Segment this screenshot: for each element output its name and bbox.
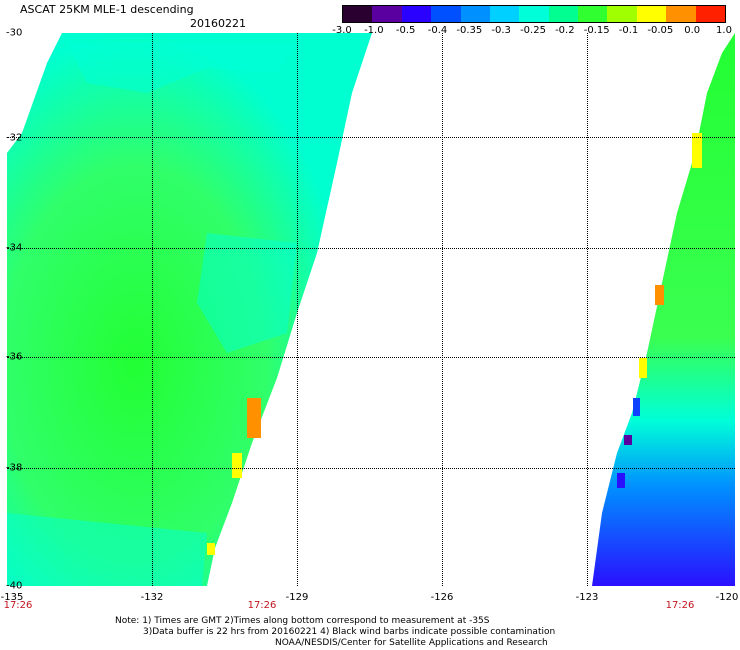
purple-cell [624, 435, 632, 445]
lat-label: -30 [6, 27, 23, 39]
color-scale-segment [343, 6, 373, 22]
lat-label: -34 [6, 242, 23, 254]
color-scale-segment [460, 6, 491, 22]
note-line-1: Note: 1) Times are GMT 2)Times along bot… [115, 616, 490, 626]
color-scale-segment [607, 6, 638, 22]
lon-label: -132 [140, 592, 164, 603]
yellow-cell [207, 543, 215, 555]
orange-cell [247, 398, 261, 438]
grid-line [7, 357, 735, 358]
lat-label: -40 [6, 580, 23, 592]
grid-line [152, 33, 153, 586]
color-scale-segment [666, 6, 697, 22]
grid-line [7, 468, 735, 469]
yellow-cell [639, 358, 647, 378]
color-scale-label: -0.5 [395, 25, 416, 36]
swath-layer [7, 33, 735, 586]
cyan-patch [67, 43, 297, 93]
color-scale-labels: -3.0 -1.0 -0.5 -0.4 -0.35 -0.3 -0.25 -0.2 -0.15-… [332, 0, 732, 40]
time-label: 17:26 [665, 600, 695, 611]
product-title: ASCAT 25KM MLE-1 descending [20, 3, 194, 16]
color-scale-segment [372, 6, 403, 22]
lat-label: -36 [6, 351, 23, 363]
time-label: 17:26 [3, 600, 33, 611]
lon-label: -135 [0, 592, 24, 603]
color-scale-segment [401, 6, 432, 22]
right-swath [592, 33, 735, 586]
cyan-patch [7, 513, 207, 586]
lon-label: -129 [285, 592, 309, 603]
color-scale-bar [342, 5, 726, 23]
color-scale-segment [431, 6, 462, 22]
color-scale-label: -0.2 [555, 25, 575, 36]
color-scale-segment [519, 6, 550, 22]
left-swath [7, 33, 372, 586]
grid-line [587, 33, 588, 586]
lat-label: -32 [6, 132, 23, 144]
cyan-patch [197, 233, 297, 353]
color-scale-label: -0.35 [456, 25, 483, 36]
map-panel [7, 33, 735, 586]
color-scale-segment [636, 6, 667, 22]
color-scale-label: -0.05 [647, 25, 674, 36]
grid-line [297, 33, 298, 586]
lon-label: -126 [430, 592, 454, 603]
yellow-cell [692, 133, 702, 168]
blue-cell [633, 398, 640, 416]
time-label: 17:26 [247, 600, 277, 611]
color-scale-label: 1.0 [716, 25, 732, 36]
color-scale-segment [489, 6, 520, 22]
color-scale-segment [578, 6, 608, 22]
orange-cell [655, 285, 664, 305]
darkblue-cell [617, 473, 625, 488]
lat-label: -38 [6, 462, 23, 474]
lon-label: -120 [715, 592, 739, 603]
yellow-cell [232, 453, 242, 478]
color-scale-label: -1.0 [364, 25, 384, 36]
color-scale-label: -0.1 [618, 25, 639, 36]
grid-line [7, 137, 735, 138]
product-date: 20160221 [190, 17, 246, 30]
note-line-3: NOAA/NESDIS/Center for Satellite Applica… [275, 638, 548, 648]
lon-label: -123 [575, 592, 599, 603]
color-scale-label: 0.0 [684, 25, 701, 36]
color-scale-label: -0.4 [427, 25, 448, 36]
color-scale-segment [695, 6, 726, 22]
color-scale-label: -0.15 [583, 25, 610, 36]
grid-line [7, 248, 735, 249]
color-scale-segment [548, 6, 579, 22]
color-scale-label: -0.3 [491, 25, 511, 36]
note-line-2: 3)Data buffer is 22 hrs from 20160221 4)… [143, 627, 556, 637]
grid-line [442, 33, 443, 586]
color-scale-label: -0.25 [520, 25, 546, 36]
color-scale-label: -3.0 [332, 25, 352, 36]
